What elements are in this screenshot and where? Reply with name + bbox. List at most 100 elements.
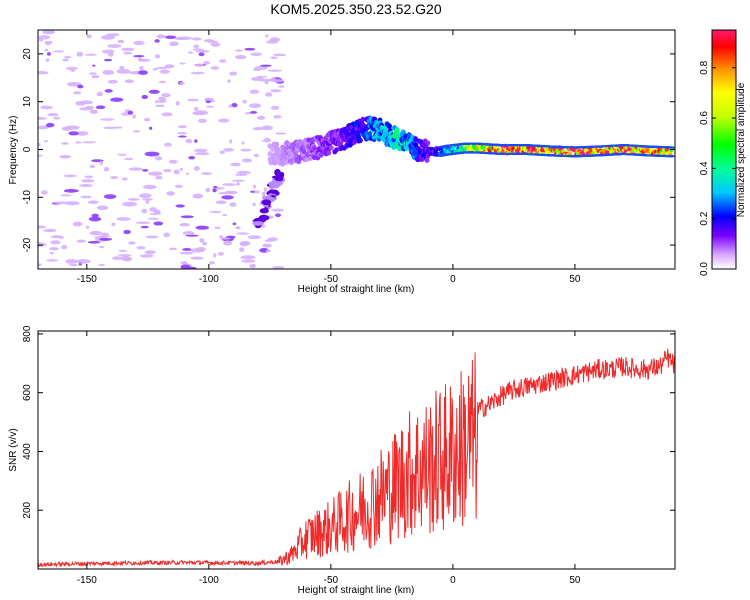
noise-cell — [204, 97, 214, 101]
ridge-cell — [326, 150, 332, 156]
noise-cell — [177, 125, 187, 129]
x-tick-label: -100 — [199, 274, 219, 285]
noise-cell — [272, 265, 285, 269]
noise-cell — [65, 66, 78, 70]
ridge-cell — [301, 148, 307, 155]
noise-cell — [116, 217, 131, 221]
snr-y-label: SNR (v/v) — [8, 428, 19, 471]
noise-cell — [256, 115, 266, 120]
noise-cell — [159, 96, 167, 102]
noise-cell — [110, 97, 124, 102]
noise-cell — [195, 225, 210, 230]
noise-cell — [99, 118, 115, 121]
ridge-cell — [367, 131, 373, 137]
noise-cell — [132, 55, 145, 58]
noise-cell — [74, 141, 82, 144]
noise-cell — [103, 126, 117, 130]
noise-cell — [252, 184, 257, 189]
noise-cell — [110, 175, 119, 180]
noise-cell — [215, 200, 227, 205]
noise-cell — [138, 57, 143, 62]
noise-cell — [249, 264, 257, 269]
noise-cell — [154, 54, 161, 59]
noise-cell — [40, 190, 48, 195]
noise-cell — [236, 182, 240, 186]
noise-cell — [121, 177, 128, 181]
ridge-cell — [261, 199, 272, 206]
noise-cell — [222, 213, 228, 217]
noise-cell — [239, 240, 251, 246]
noise-cell — [68, 131, 79, 136]
noise-cell — [273, 115, 282, 119]
noise-cell — [187, 51, 194, 54]
y-tick-label: 20 — [22, 48, 33, 60]
noise-cell — [230, 162, 241, 167]
noise-cell — [84, 175, 94, 179]
noise-cell — [117, 254, 132, 257]
noise-cell — [262, 243, 272, 248]
y-tick-label: 800 — [22, 325, 33, 342]
noise-cell — [179, 222, 190, 227]
noise-cell — [241, 259, 256, 263]
noise-cell — [38, 263, 42, 267]
noise-cell — [136, 246, 146, 250]
ridge-cell — [352, 139, 357, 145]
noise-cell — [174, 184, 183, 189]
ridge-cell — [307, 155, 313, 162]
noise-cell — [228, 71, 238, 76]
colorbar-tick-label: 0.8 — [699, 60, 710, 74]
noise-cell — [52, 50, 65, 53]
noise-cell — [63, 55, 72, 59]
noise-cell — [138, 70, 148, 75]
noise-cell — [250, 190, 255, 193]
noise-cell — [100, 232, 110, 237]
y-tick-label: 200 — [22, 501, 33, 518]
noise-cell — [145, 235, 159, 239]
noise-cell — [240, 255, 256, 260]
noise-cell — [274, 132, 287, 135]
noise-cell — [103, 194, 117, 199]
noise-cell — [161, 93, 171, 98]
noise-cell — [68, 264, 80, 267]
colorbar-tick-label: 0.4 — [699, 161, 710, 175]
noise-cell — [213, 253, 217, 258]
noise-cell — [154, 156, 163, 161]
noise-cell — [169, 41, 179, 47]
noise-cell — [178, 135, 187, 138]
noise-cell — [261, 125, 274, 131]
x-tick-label: -50 — [324, 274, 339, 285]
noise-cell — [194, 139, 198, 143]
noise-cell — [198, 52, 205, 57]
noise-cell — [38, 71, 49, 75]
colorbar-tick-label: 0.2 — [699, 211, 710, 225]
noise-cell — [244, 47, 256, 51]
noise-cell — [227, 79, 231, 83]
x-tick-label: 0 — [450, 274, 456, 285]
spectrogram-x-ticks: -150 -100 -50 0 50 — [77, 30, 581, 285]
noise-cell — [144, 250, 156, 255]
y-tick-label: 10 — [22, 96, 33, 108]
noise-cell — [209, 210, 222, 213]
noise-cell — [44, 48, 49, 52]
noise-cell — [193, 44, 199, 49]
noise-cell — [209, 261, 215, 265]
noise-cell — [96, 205, 109, 210]
ridge-cell — [274, 141, 280, 147]
noise-cell — [50, 240, 61, 245]
ridge-cell — [263, 207, 269, 213]
ridge-cell — [425, 140, 431, 146]
noise-cell — [38, 35, 51, 40]
noise-cell — [187, 98, 199, 102]
noise-cell — [173, 169, 180, 175]
noise-cell — [235, 226, 241, 230]
figure-title: KOM5.2025.350.23.52.G20 — [270, 1, 441, 17]
x-tick-label: -150 — [77, 575, 97, 586]
noise-cell — [124, 79, 135, 84]
noise-cell — [218, 118, 230, 123]
noise-cell — [261, 191, 266, 197]
noise-cell — [247, 235, 261, 240]
noise-cell — [249, 89, 260, 94]
noise-cell — [102, 70, 115, 75]
ridge-cell — [424, 157, 430, 163]
noise-cell — [164, 35, 177, 40]
